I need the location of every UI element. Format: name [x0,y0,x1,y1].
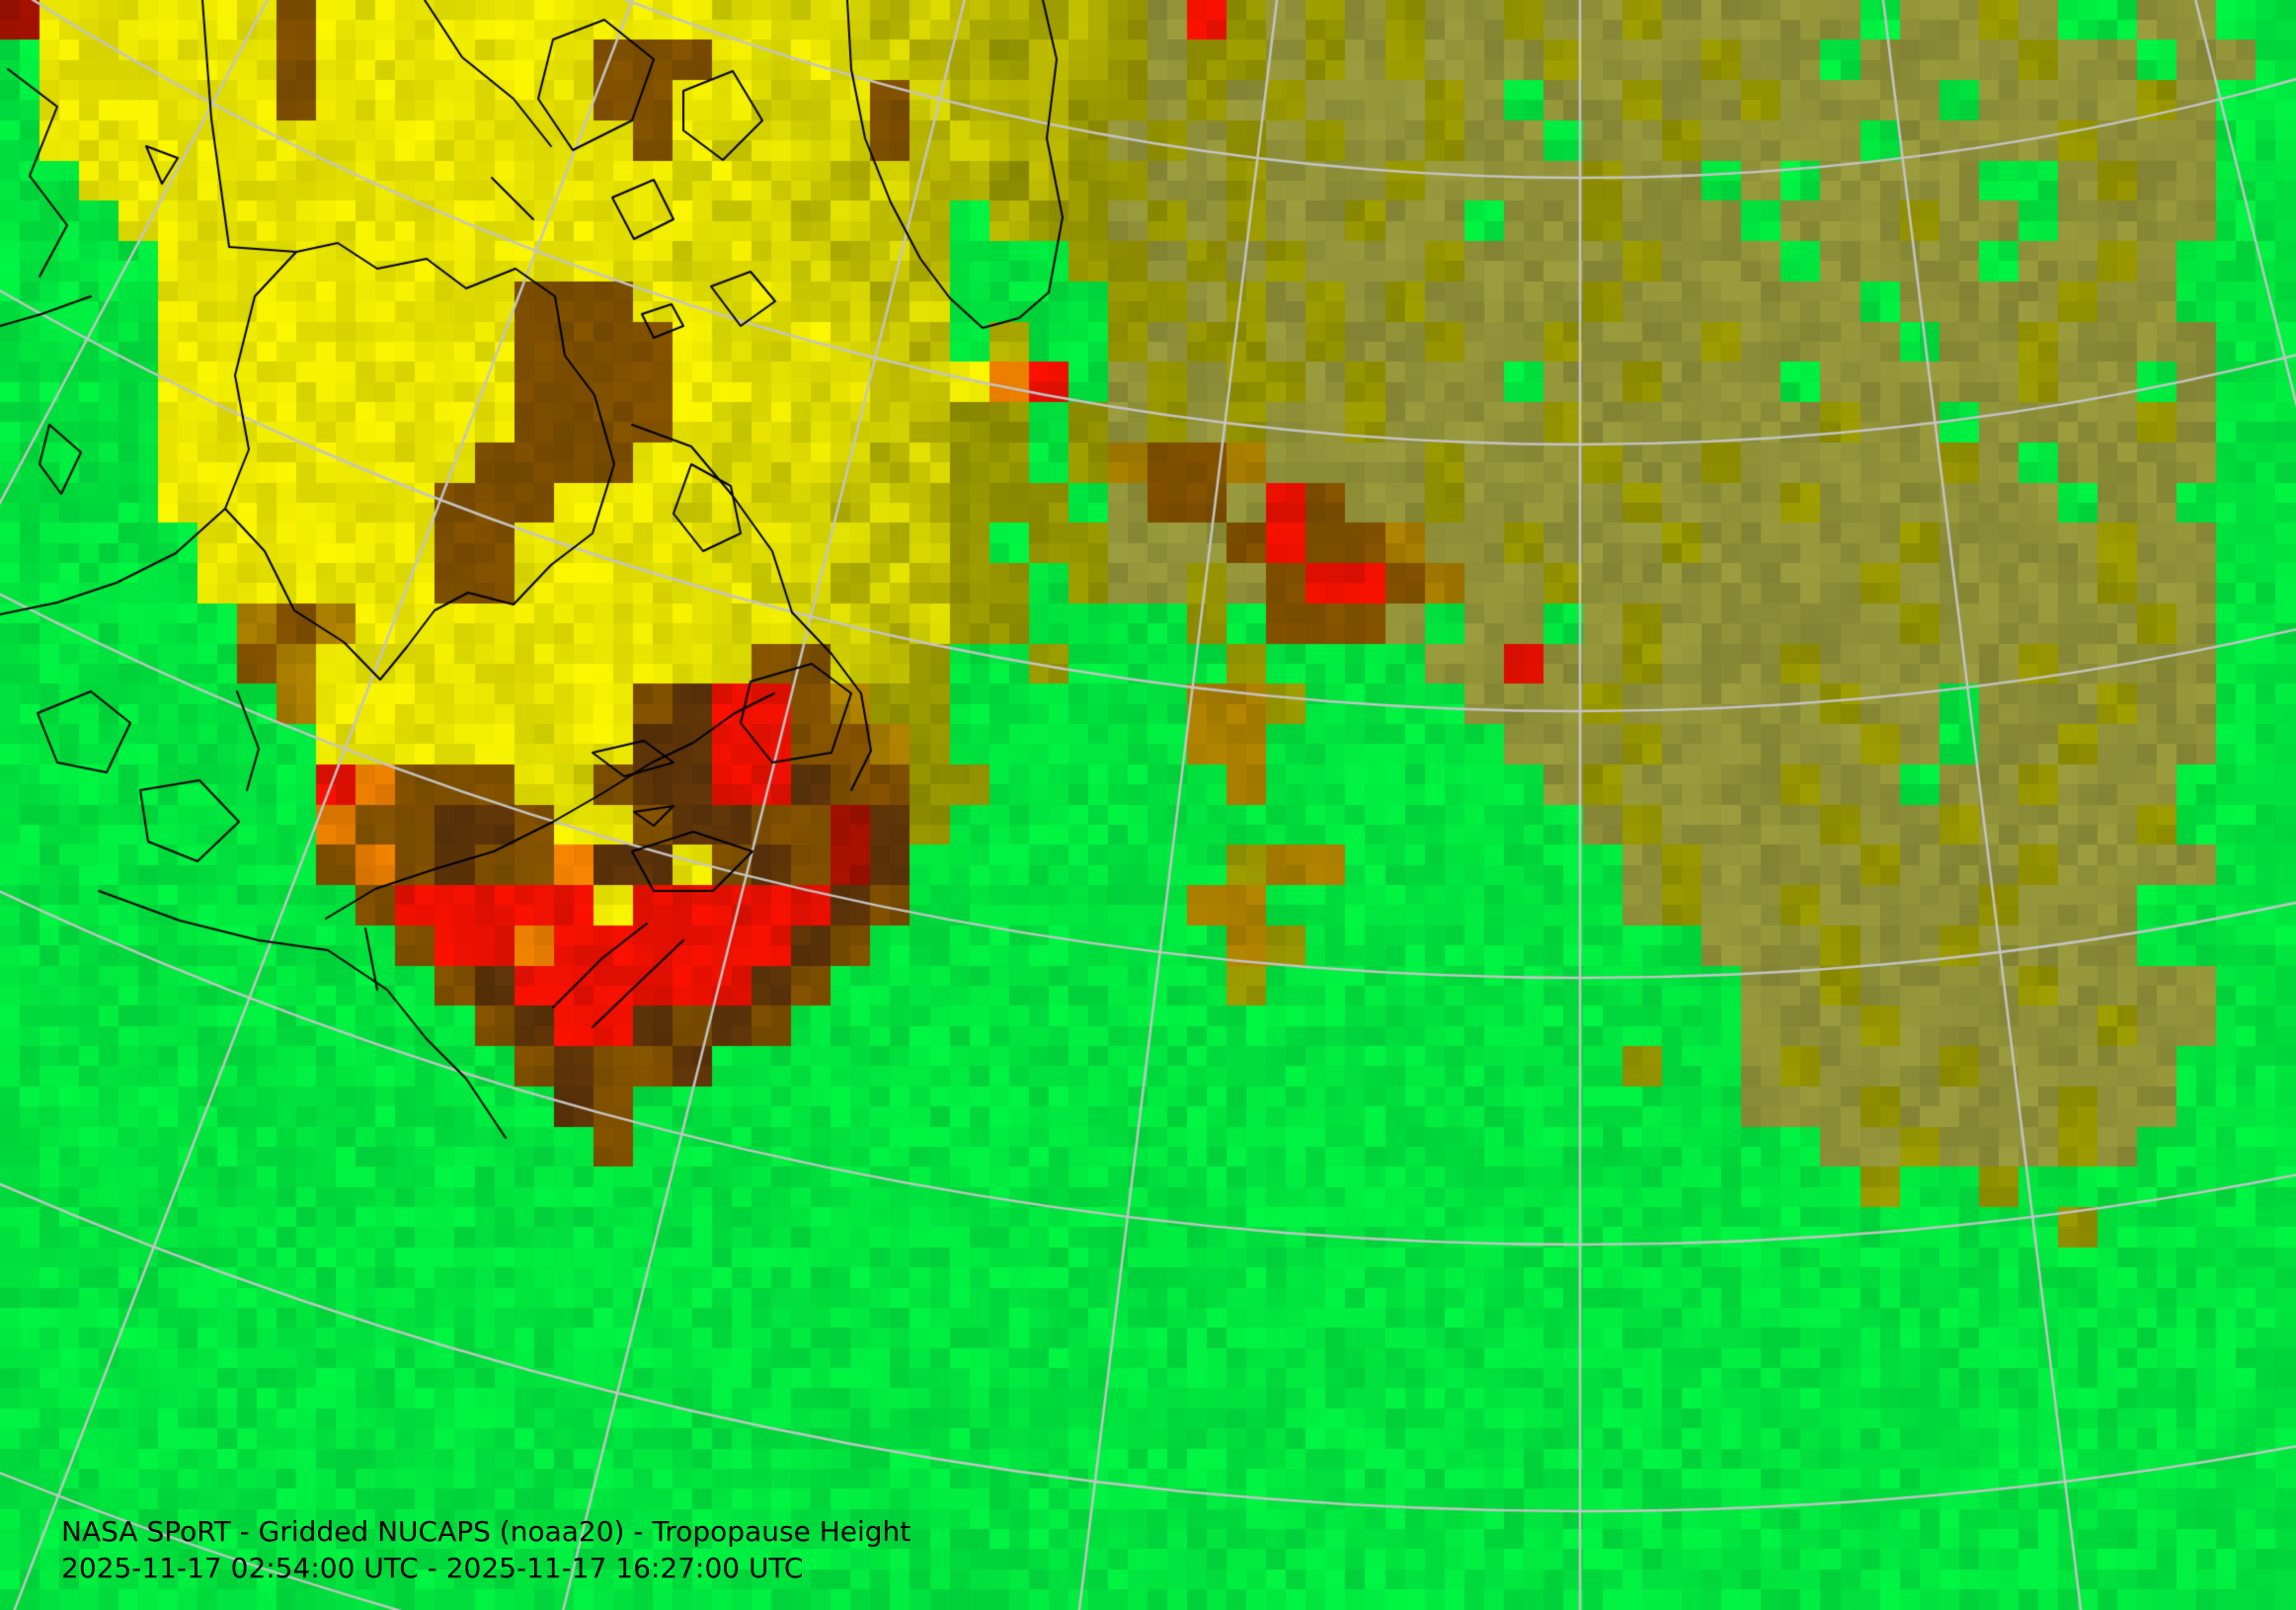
map-caption: NASA SPoRT - Gridded NUCAPS (noaa20) - T… [61,1513,910,1586]
product-title: NASA SPoRT - Gridded NUCAPS (noaa20) - T… [61,1515,911,1548]
valid-time-range: 2025-11-17 02:54:00 UTC - 2025-11-17 16:… [61,1552,804,1584]
